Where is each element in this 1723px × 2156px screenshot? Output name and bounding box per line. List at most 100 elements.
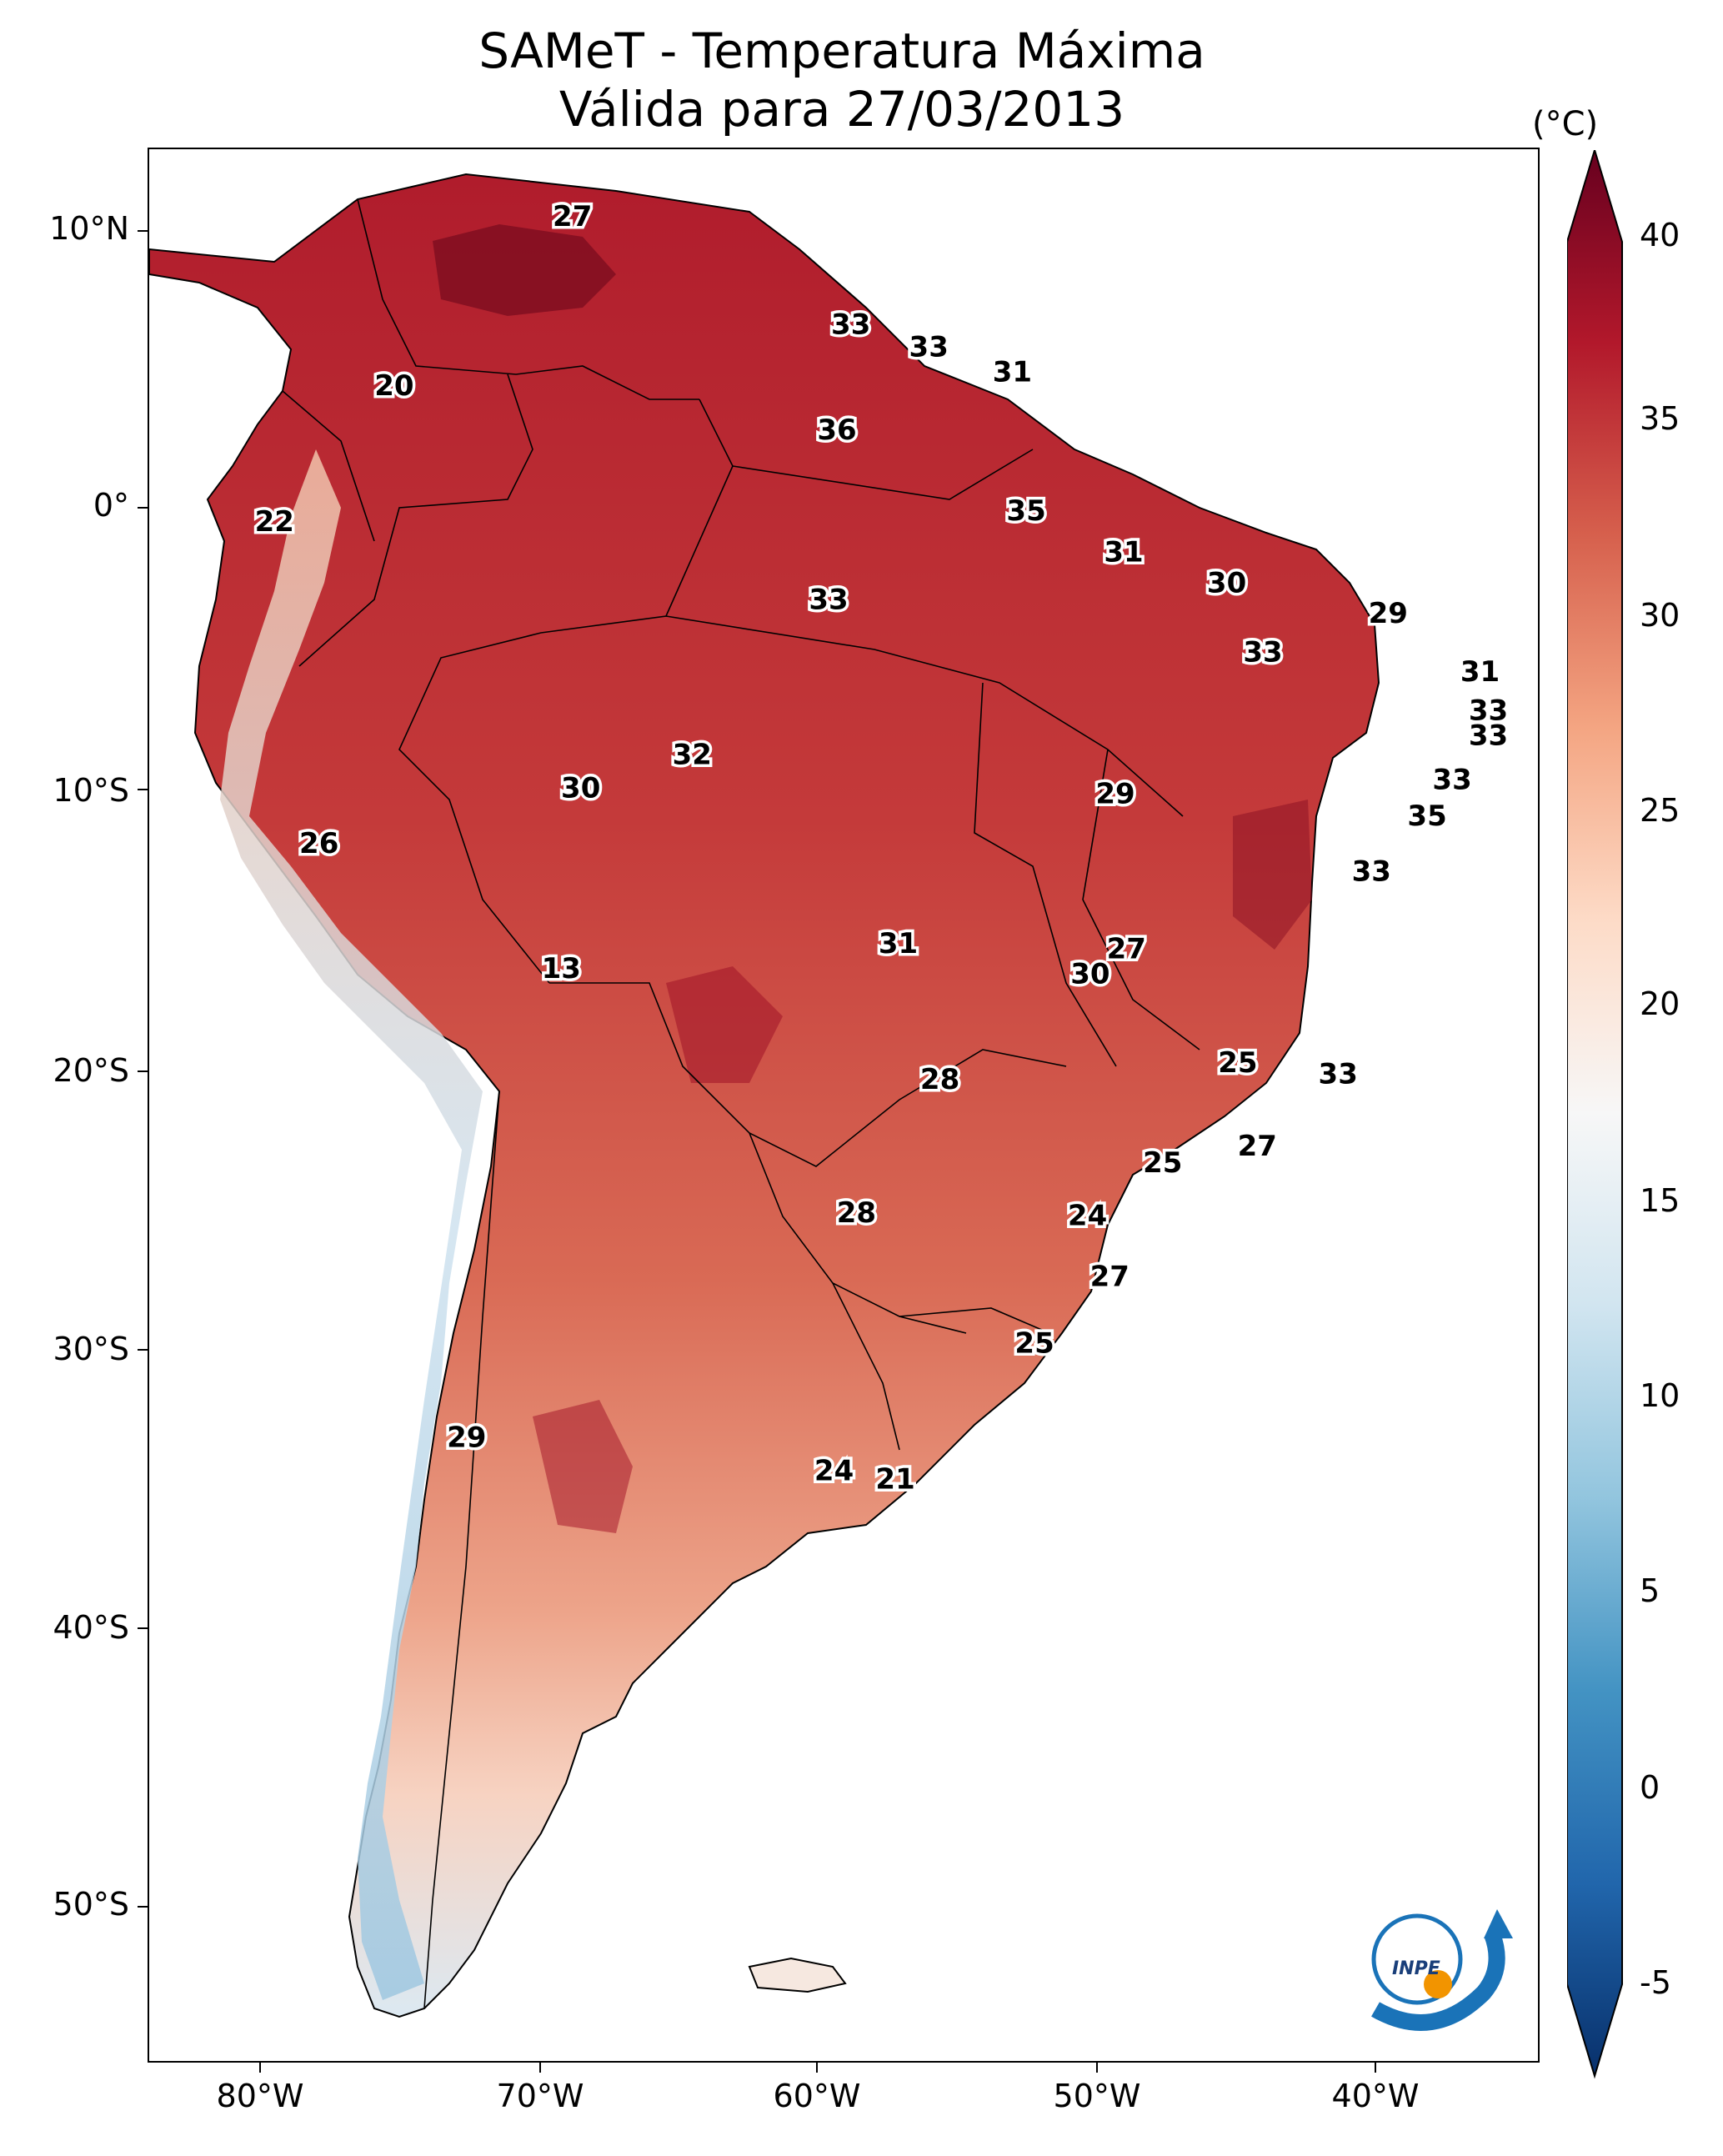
border-line	[899, 1307, 1050, 1334]
colorbar-tick-0: 0	[1640, 1769, 1660, 1806]
border-line	[974, 682, 1117, 1067]
lon-tick	[1096, 2063, 1098, 2073]
temperature-label: 25	[1143, 1146, 1182, 1180]
lat-label-0: 0°	[93, 487, 129, 524]
lon-label-40w: 40°W	[1331, 2078, 1420, 2114]
country-borders	[282, 198, 1200, 2009]
temperature-label: 28	[920, 1063, 959, 1096]
colorbar-tick-15: 15	[1640, 1182, 1680, 1219]
lat-tick	[138, 1627, 148, 1629]
temperature-label: 33	[809, 583, 848, 616]
border-line	[398, 399, 734, 984]
temperature-label: 21	[875, 1463, 914, 1497]
temperature-label: 24	[1068, 1199, 1107, 1232]
temperature-label: 20	[374, 369, 413, 403]
logo-swoosh	[1371, 1931, 1505, 2031]
chaco-hot-spot	[666, 966, 783, 1083]
border-line	[423, 1091, 500, 2009]
temperature-label: 35	[1407, 800, 1446, 833]
temperature-label: 22	[255, 505, 294, 539]
temperature-label: 30	[1070, 958, 1109, 991]
border-line	[298, 374, 533, 667]
inpe-logo: INPE	[1371, 1909, 1513, 2031]
temperature-label: 29	[447, 1421, 486, 1455]
temperature-label: 31	[1104, 536, 1143, 569]
temperature-label: 30	[1207, 566, 1246, 599]
colorbar-bar	[1567, 150, 1623, 2079]
border-line	[282, 390, 375, 542]
lon-label-60w: 60°W	[773, 2078, 861, 2114]
lat-tick	[138, 1349, 148, 1351]
temperature-label: 36	[817, 414, 856, 447]
pampas-hot-spot	[533, 1400, 633, 1533]
logo-text: INPE	[1392, 1958, 1440, 1979]
temperature-label: 25	[1218, 1046, 1257, 1080]
temperature-label: 33	[909, 330, 949, 364]
colorbar-tick-10: 10	[1640, 1377, 1680, 1414]
colorbar-tick-25: 25	[1640, 792, 1680, 829]
temperature-label: 33	[831, 308, 870, 342]
temperature-label: 27	[1090, 1261, 1129, 1294]
land-mass	[149, 173, 1380, 2018]
border-line	[732, 449, 1034, 500]
colorbar-tick-35: 35	[1640, 400, 1680, 437]
logo-sun	[1424, 1970, 1452, 1998]
logo-arrow	[1484, 1909, 1513, 1938]
colorbar-tick-20: 20	[1640, 985, 1680, 1022]
lon-label-70w: 70°W	[496, 2078, 584, 2114]
falkland-islands	[748, 1957, 847, 1993]
temperature-label: 33	[1469, 694, 1508, 728]
lat-label-40s: 40°S	[53, 1609, 129, 1646]
temperature-label: 32	[673, 739, 712, 772]
colorbar-unit: (°C)	[1532, 105, 1599, 143]
temperature-label: 27	[1238, 1130, 1277, 1163]
lat-label-50s: 50°S	[53, 1886, 129, 1923]
lat-label-10n: 10°N	[49, 210, 129, 247]
temperature-label: 28	[837, 1196, 876, 1230]
temperature-label: 33	[1243, 636, 1282, 669]
border-line	[1082, 749, 1200, 1050]
lon-tick	[1375, 2063, 1376, 2073]
south-america-landmass	[149, 173, 1380, 2018]
lat-tick	[138, 789, 148, 790]
temperature-label: 25	[1014, 1327, 1054, 1361]
lon-label-80w: 80°W	[216, 2078, 304, 2114]
lon-tick	[816, 2063, 818, 2073]
lat-tick	[138, 1906, 148, 1908]
lon-tick	[539, 2063, 541, 2073]
temperature-label: 27	[553, 200, 592, 233]
temperature-label: 33	[1432, 764, 1471, 797]
lat-label-30s: 30°S	[53, 1331, 129, 1367]
temperature-label: 24	[814, 1455, 854, 1488]
colorbar	[1567, 150, 1623, 2079]
lon-label-50w: 50°W	[1053, 2078, 1141, 2114]
map-panel: 27 33 33 31 20 36 22 35 31 30 33 29 33 31 33 33 32 33 30 29…	[148, 148, 1540, 2063]
temperature-label: 27	[1107, 933, 1146, 966]
chart-title: SAMeT - Temperatura Máxima	[478, 23, 1205, 79]
temperature-label: 29	[1369, 597, 1408, 630]
temperature-label: 26	[299, 827, 338, 860]
colorbar-tick-40: 40	[1640, 217, 1680, 253]
temperature-label: 31	[1460, 655, 1500, 689]
lat-label-20s: 20°S	[53, 1052, 129, 1089]
temperature-label: 35	[1006, 494, 1045, 528]
temperature-label: 33	[1352, 855, 1391, 889]
temperature-label: 33	[1319, 1058, 1358, 1091]
lat-tick	[138, 230, 148, 232]
chart-subtitle: Válida para 27/03/2013	[558, 81, 1125, 138]
border-line	[665, 615, 1184, 817]
temperature-label: 31	[879, 927, 918, 960]
lat-tick	[138, 1070, 148, 1072]
temperature-label: 31	[993, 355, 1032, 389]
colorbar-tick-30: 30	[1640, 597, 1680, 634]
temperature-label: 30	[561, 772, 600, 805]
logo-orbit	[1371, 1913, 1463, 2005]
bahia-hot-spot	[1233, 800, 1312, 950]
temperature-label: 33	[1469, 719, 1508, 752]
temperature-label: 29	[1095, 777, 1134, 810]
lon-tick	[259, 2063, 261, 2073]
temperature-label: 13	[542, 952, 581, 985]
border-line	[549, 982, 1067, 1167]
colorbar-tick-minus5: -5	[1640, 1964, 1671, 2001]
